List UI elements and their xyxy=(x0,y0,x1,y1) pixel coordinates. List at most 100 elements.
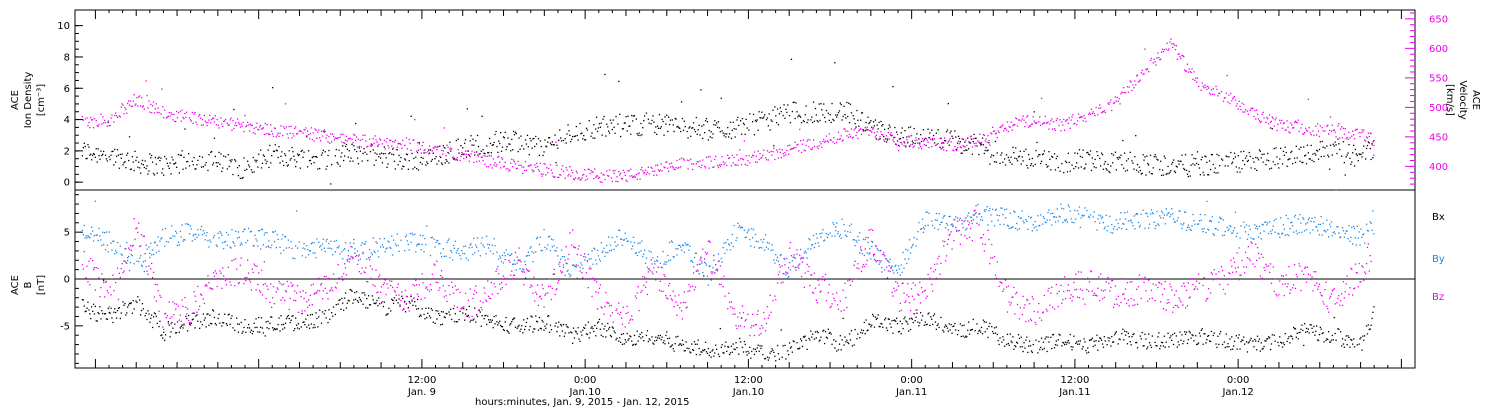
data-point xyxy=(1215,172,1217,174)
data-point xyxy=(1239,348,1241,350)
data-point xyxy=(391,298,393,300)
data-point xyxy=(407,168,409,170)
data-point xyxy=(627,339,629,341)
data-point xyxy=(249,331,252,333)
data-point xyxy=(1256,113,1259,115)
data-point xyxy=(968,222,971,224)
data-point xyxy=(490,152,492,154)
data-point xyxy=(1150,57,1153,60)
data-point xyxy=(1143,345,1145,347)
data-point xyxy=(450,147,452,149)
data-point xyxy=(768,113,770,115)
data-point xyxy=(102,231,104,233)
data-point xyxy=(260,149,262,151)
data-point xyxy=(651,119,653,122)
data-point xyxy=(825,336,828,338)
data-point xyxy=(949,215,951,217)
data-point xyxy=(942,146,944,148)
data-point xyxy=(954,145,956,148)
data-point xyxy=(954,130,956,132)
data-point xyxy=(462,312,464,314)
data-point xyxy=(209,114,211,116)
data-point xyxy=(964,219,966,221)
data-point xyxy=(323,129,325,131)
data-point xyxy=(128,304,130,306)
data-point xyxy=(1082,149,1084,151)
data-point xyxy=(83,142,85,144)
data-point xyxy=(85,235,87,237)
data-point xyxy=(284,127,286,130)
data-point xyxy=(146,248,148,250)
data-point xyxy=(851,137,853,139)
data-point xyxy=(1316,325,1318,327)
data-point xyxy=(404,144,406,146)
data-point xyxy=(544,163,546,165)
data-point xyxy=(361,160,363,162)
data-point xyxy=(149,256,151,259)
data-point xyxy=(1177,53,1179,55)
data-point xyxy=(969,142,972,144)
data-point xyxy=(803,121,805,123)
data-point xyxy=(586,178,589,180)
data-point xyxy=(972,318,974,321)
data-point xyxy=(445,159,447,161)
y2-tick-label: 450 xyxy=(1429,132,1448,143)
data-point xyxy=(972,138,974,140)
data-point xyxy=(617,244,619,246)
data-point xyxy=(569,134,571,136)
data-point xyxy=(665,123,667,125)
data-point xyxy=(410,115,412,117)
data-point xyxy=(114,253,116,255)
data-point xyxy=(206,125,208,127)
data-point xyxy=(273,150,276,153)
data-point xyxy=(285,318,288,320)
data-point xyxy=(265,246,267,248)
data-point xyxy=(784,151,786,154)
data-point xyxy=(329,318,331,320)
data-point xyxy=(783,155,785,157)
data-point xyxy=(920,319,923,321)
data-point xyxy=(450,250,452,252)
data-point xyxy=(1084,207,1086,209)
data-point xyxy=(760,239,762,241)
data-point xyxy=(264,159,266,161)
data-point xyxy=(895,264,897,266)
data-point xyxy=(619,113,621,115)
data-point xyxy=(429,317,432,319)
data-point xyxy=(731,154,733,156)
data-point xyxy=(1073,335,1075,337)
data-point xyxy=(1010,227,1012,229)
data-point xyxy=(636,330,638,332)
data-point xyxy=(1131,222,1133,224)
data-point xyxy=(290,157,292,160)
data-point xyxy=(384,250,386,253)
data-point xyxy=(1127,220,1129,222)
data-point xyxy=(257,245,259,247)
data-point xyxy=(582,138,584,140)
data-point xyxy=(287,314,289,317)
data-point xyxy=(424,237,426,240)
data-point xyxy=(196,164,198,166)
data-point xyxy=(872,128,874,130)
data-point xyxy=(90,233,92,235)
data-point xyxy=(833,137,835,139)
data-point xyxy=(359,298,361,301)
data-point xyxy=(199,155,201,157)
data-point xyxy=(1369,147,1371,150)
data-point xyxy=(109,124,111,127)
data-point xyxy=(927,224,929,226)
data-point xyxy=(1060,203,1062,205)
data-point xyxy=(238,323,240,325)
data-point xyxy=(363,292,365,294)
data-point xyxy=(186,161,188,163)
data-point xyxy=(824,141,826,143)
data-point xyxy=(813,145,816,147)
data-point xyxy=(593,330,595,333)
data-point xyxy=(415,251,417,253)
data-point xyxy=(1227,101,1229,103)
data-point xyxy=(342,302,344,304)
data-point xyxy=(695,252,697,254)
data-point xyxy=(939,137,941,140)
data-point xyxy=(1136,341,1138,344)
data-point xyxy=(232,327,234,329)
